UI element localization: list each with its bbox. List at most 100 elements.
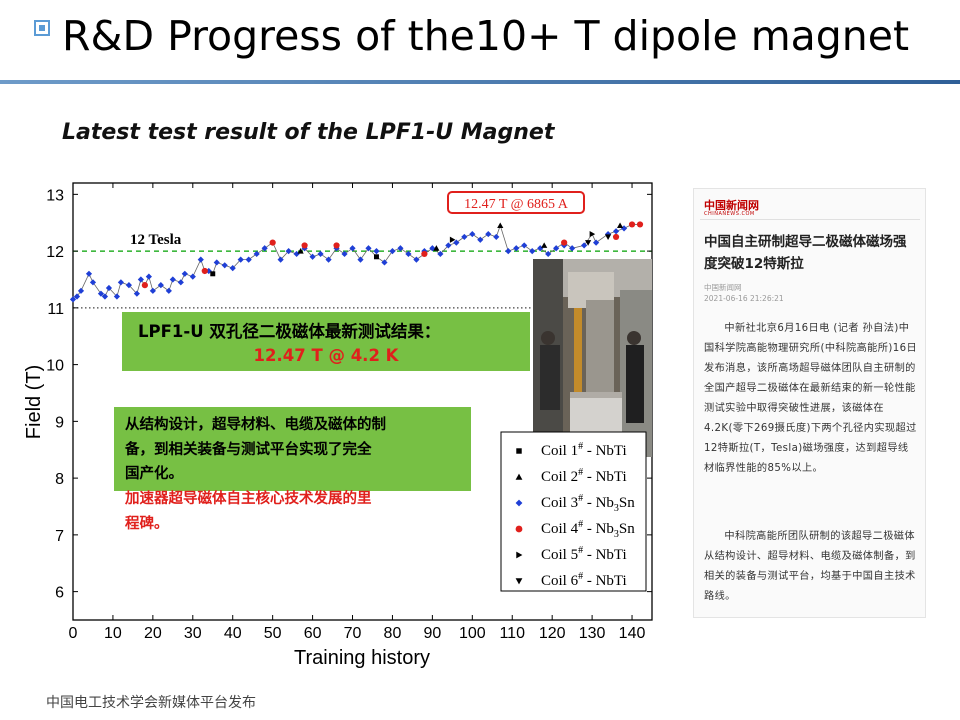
data-point [405,250,412,258]
data-point [397,245,404,252]
x-tick-label: 70 [344,625,362,642]
data-point [210,271,216,277]
callout-note-box [114,407,471,491]
data-point [101,293,109,300]
legend-marker [516,551,523,559]
data-point [165,287,172,294]
news-paragraph-2: 中科院高能所团队研制的该超导二极磁体从结构设计、超导材料、电缆及磁体制备，到相关… [704,531,916,602]
data-point [177,279,184,286]
data-point [141,282,148,289]
data-point [541,242,548,248]
legend-label: Coil 5# - NbTi [541,545,627,563]
data-point [469,230,476,238]
y-tick-label: 9 [55,414,64,431]
legend-label: Coil 2# - NbTi [541,467,627,485]
data-point [301,242,308,249]
legend-label: Coil 4# - Nb3Sn [541,519,635,540]
data-point [125,282,133,289]
data-point [85,270,93,277]
data-point [89,279,97,286]
note-red-line1: 加速器超导磁体自主核心技术发展的里 [124,489,372,507]
data-point [113,293,121,300]
data-point [373,248,380,255]
data-point [309,253,316,260]
data-point [461,233,468,241]
x-tick-label: 30 [184,625,202,642]
news-logo: 中国新闻网 [704,199,759,212]
data-point [493,233,500,241]
note-red-line2: 程碑。 [125,514,169,532]
data-point [237,256,244,263]
data-point [253,250,260,258]
data-point [349,245,356,252]
data-point [297,248,304,254]
callout-title: LPF1-U 双孔径二极磁体最新测试结果： [138,321,440,341]
legend-marker [515,525,523,533]
data-point [229,265,236,272]
y-tick-label: 7 [55,528,64,545]
legend-label: Coil 1# - NbTi [541,441,627,459]
data-point [105,284,113,292]
data-point [505,248,512,255]
data-point [497,222,504,229]
news-headline: 中国自主研制超导二极磁体磁场强度突破12特斯拉 [704,234,907,272]
x-tick-label: 0 [69,625,78,642]
data-point [449,236,456,243]
x-tick-label: 10 [104,625,122,642]
data-point [585,240,592,246]
news-source: 中国新闻网 [704,283,742,292]
data-point [269,239,276,246]
data-point [373,254,379,260]
legend-box [500,431,647,592]
data-point [293,250,300,258]
data-point [485,230,492,238]
news-divider [700,219,920,220]
data-point [429,245,436,252]
data-point [285,248,292,255]
data-point [592,239,600,246]
data-point [341,250,348,258]
data-point [77,287,85,294]
data-point [513,245,520,252]
slide-subtitle: Latest test result of the LPF1-U Magnet [62,120,555,145]
x-tick-label: 120 [539,625,566,642]
data-point [612,228,620,235]
data-point [636,221,644,228]
note-black-line1: 从结构设计，超导材料、电缆及磁体的制 [125,415,386,433]
y-tick-label: 12 [46,244,64,261]
data-point [213,259,220,266]
news-clipping: 中国新闻网 CHINANEWS.COM 中国自主研制超导二极磁体磁场强度突破12… [693,188,926,618]
data-point [561,239,568,246]
data-point [453,239,460,246]
data-point [137,276,144,283]
x-tick-label: 20 [144,625,162,642]
data-point [589,230,596,238]
legend-label: Coil 3# - Nb3Sn [541,493,635,514]
data-point [357,256,364,263]
data-point [445,242,452,249]
y-tick-label: 13 [46,187,64,204]
data-point [628,221,636,228]
data-point [537,245,544,252]
data-point [529,248,536,255]
data-point [433,245,440,251]
x-tick-label: 110 [499,625,525,642]
data-point [145,273,152,280]
news-logo-sub: CHINANEWS.COM [704,211,755,217]
data-point [189,273,196,280]
x-tick-label: 130 [579,625,606,642]
note-black-line3: 国产化。 [125,464,183,482]
data-point [261,245,268,252]
data-point [221,262,228,269]
data-point [157,282,164,289]
data-point [325,256,332,263]
title-divider [0,80,960,84]
data-point [581,242,588,249]
data-point [245,256,252,263]
data-point [169,276,176,283]
y-tick-label: 11 [47,301,64,318]
data-point [333,242,340,249]
slide-title: R&D Progress of the10+ T dipole magnet [62,12,910,60]
data-point [201,267,208,275]
